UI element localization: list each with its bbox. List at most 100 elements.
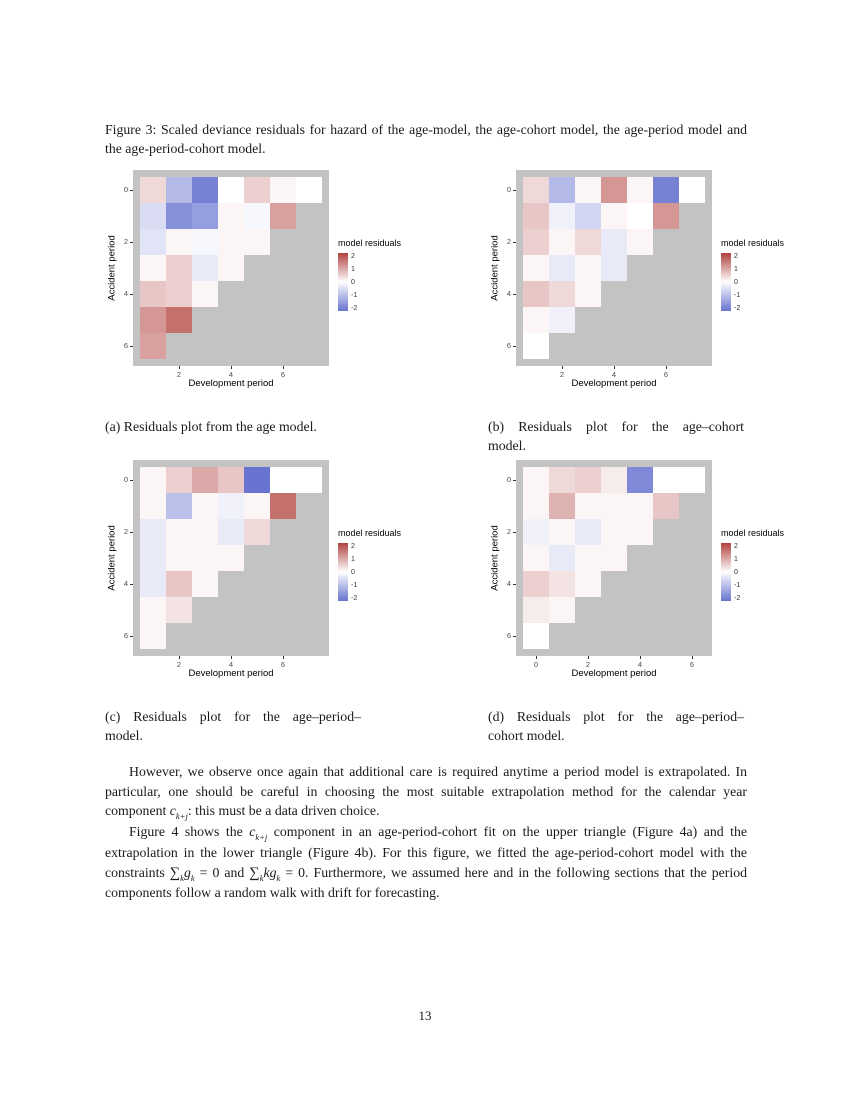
y-axis-label: Accident period xyxy=(488,170,502,366)
subcaption-line: model. xyxy=(105,728,143,744)
subcaption-line: (b) Residuals plot for the age–cohort xyxy=(488,419,744,434)
heatmap-cell xyxy=(523,623,549,649)
y-tick-mark xyxy=(130,190,133,191)
heatmap-cell xyxy=(140,255,166,281)
legend-tick-label: 0 xyxy=(734,569,738,576)
heatmap-cell xyxy=(653,493,679,519)
x-tick-label: 2 xyxy=(585,660,591,669)
x-tick-mark xyxy=(179,366,180,369)
legend-tick-label: 2 xyxy=(351,543,355,550)
x-tick-label: 2 xyxy=(559,370,565,379)
y-tick-label: 2 xyxy=(123,237,128,246)
heatmap-cell xyxy=(627,519,653,545)
x-axis-label: Development period xyxy=(571,668,657,679)
y-tick-mark xyxy=(130,584,133,585)
y-tick-mark xyxy=(130,532,133,533)
x-tick-labels: 2 4 6 xyxy=(133,366,329,379)
heatmap-cell xyxy=(140,623,166,649)
heatmap-cell xyxy=(549,519,575,545)
x-tick-label: 2 xyxy=(176,660,182,669)
heatmap-cell xyxy=(601,229,627,255)
y-tick-label: 2 xyxy=(123,527,128,536)
legend-gradient-bar xyxy=(338,253,348,311)
heatmap-cell xyxy=(523,519,549,545)
heatmap-cell xyxy=(679,177,705,203)
heatmap-cell xyxy=(166,255,192,281)
heatmap-cell xyxy=(192,229,218,255)
heatmap-cell xyxy=(549,545,575,571)
panel-column: 2 4 6 Development period xyxy=(133,170,329,389)
heatmap-cell xyxy=(218,467,244,493)
x-tick-label: 2 xyxy=(176,370,182,379)
heatmap-cell xyxy=(575,545,601,571)
heatmap-cell xyxy=(523,255,549,281)
legend-body: 2 1 0 -1 -2 xyxy=(338,253,401,312)
heatmap-cell xyxy=(549,493,575,519)
legend: model residuals 2 1 0 -1 -2 xyxy=(338,528,401,602)
heatmap-cell xyxy=(218,203,244,229)
x-tick-mark xyxy=(640,656,641,659)
legend-title: model residuals xyxy=(721,238,785,248)
heatmap-cell xyxy=(601,519,627,545)
heatmap-cell xyxy=(601,255,627,281)
heatmap-cell xyxy=(166,203,192,229)
heatmap-cell xyxy=(192,281,218,307)
summation-index: k xyxy=(259,872,264,883)
heatmap-cell xyxy=(679,467,705,493)
x-tick-mark xyxy=(692,656,693,659)
math-variable: g xyxy=(183,864,191,880)
heatmap-cell xyxy=(653,467,679,493)
heatmap-cell xyxy=(523,333,549,359)
subfigure-a-caption: (a) Residuals plot from the age model. xyxy=(105,417,361,436)
body-paragraph: Figure 4 shows the ck+j component in an … xyxy=(105,824,747,901)
x-tick-mark xyxy=(179,656,180,659)
heatmap-cell xyxy=(166,519,192,545)
y-axis-label-text: Accident period xyxy=(106,235,118,301)
heatmap-cell xyxy=(140,177,166,203)
x-tick-mark xyxy=(666,366,667,369)
legend-tick-label: 0 xyxy=(734,279,738,286)
legend-tick-label: -1 xyxy=(734,582,741,589)
x-tick-label: 6 xyxy=(689,660,695,669)
legend-tick-label: 1 xyxy=(351,266,355,273)
heatmap-cell xyxy=(166,545,192,571)
legend-tick-label: -2 xyxy=(734,595,741,602)
x-tick-label: 4 xyxy=(228,660,234,669)
x-tick-label: 4 xyxy=(611,370,617,379)
heatmap-cell xyxy=(270,467,296,493)
heatmap-cell xyxy=(270,177,296,203)
heatmap-cell xyxy=(601,545,627,571)
heatmap-cell xyxy=(244,493,270,519)
heatmap-cell xyxy=(575,571,601,597)
heatmap-cell xyxy=(523,597,549,623)
legend-gradient-bar xyxy=(721,253,731,311)
math-variable: c xyxy=(249,824,256,840)
y-tick-label: 0 xyxy=(123,475,128,484)
heatmap-cell xyxy=(166,571,192,597)
legend-tick-labels: 2 1 0 -1 -2 xyxy=(734,253,750,312)
legend-tick-label: 2 xyxy=(734,543,738,550)
y-axis-label: Accident period xyxy=(105,460,119,656)
math-subscript: k+j xyxy=(255,831,268,842)
y-tick-mark xyxy=(130,294,133,295)
heatmap-cell xyxy=(523,177,549,203)
y-tick-label: 4 xyxy=(506,289,511,298)
heatmap-cell xyxy=(166,597,192,623)
x-tick-labels: 2 4 6 xyxy=(516,366,712,379)
heatmap-cell xyxy=(218,177,244,203)
heatmap-cell xyxy=(140,229,166,255)
heatmap-cell xyxy=(244,203,270,229)
math-variable: kg xyxy=(263,864,277,880)
heatmap-panel xyxy=(516,460,712,656)
heatmap-cell xyxy=(140,203,166,229)
heatmap-cell xyxy=(166,281,192,307)
heatmap-cell xyxy=(549,307,575,333)
x-tick-mark xyxy=(562,366,563,369)
legend: model residuals 2 1 0 -1 -2 xyxy=(338,238,401,312)
heatmap-cell xyxy=(523,467,549,493)
legend-tick-label: 1 xyxy=(734,556,738,563)
y-tick-mark xyxy=(513,242,516,243)
heatmap-cell xyxy=(192,571,218,597)
heatmap-cell xyxy=(192,493,218,519)
